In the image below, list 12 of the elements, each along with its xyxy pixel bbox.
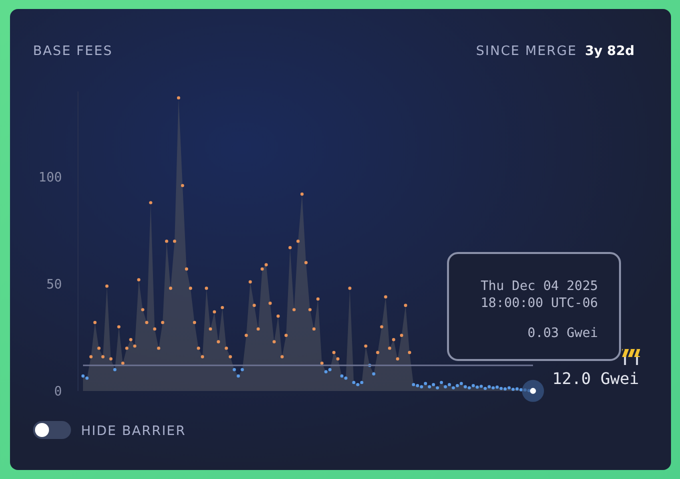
text: HIDE BARRIER (81, 424, 186, 439)
text: 3y 82d (585, 44, 634, 59)
chart-title: BASE FEES (33, 44, 113, 59)
tooltip-box: Thu Dec 04 2025 18:00:00 UTC-06 0.03 Gwei (447, 252, 621, 361)
annotation: Thu Dec 04 2025 (480, 279, 598, 294)
y-tick-label: 100 (38, 170, 62, 186)
ref-line-label: 12.0 Gwei (552, 369, 639, 388)
y-tick-label: 50 (46, 278, 62, 293)
annotation: 0.03 Gwei (528, 326, 598, 341)
chart-subtitle: SINCE MERGE (476, 44, 577, 59)
y-tick-label: 0 (54, 384, 62, 400)
annotation: 18:00:00 UTC-06 (480, 296, 598, 311)
